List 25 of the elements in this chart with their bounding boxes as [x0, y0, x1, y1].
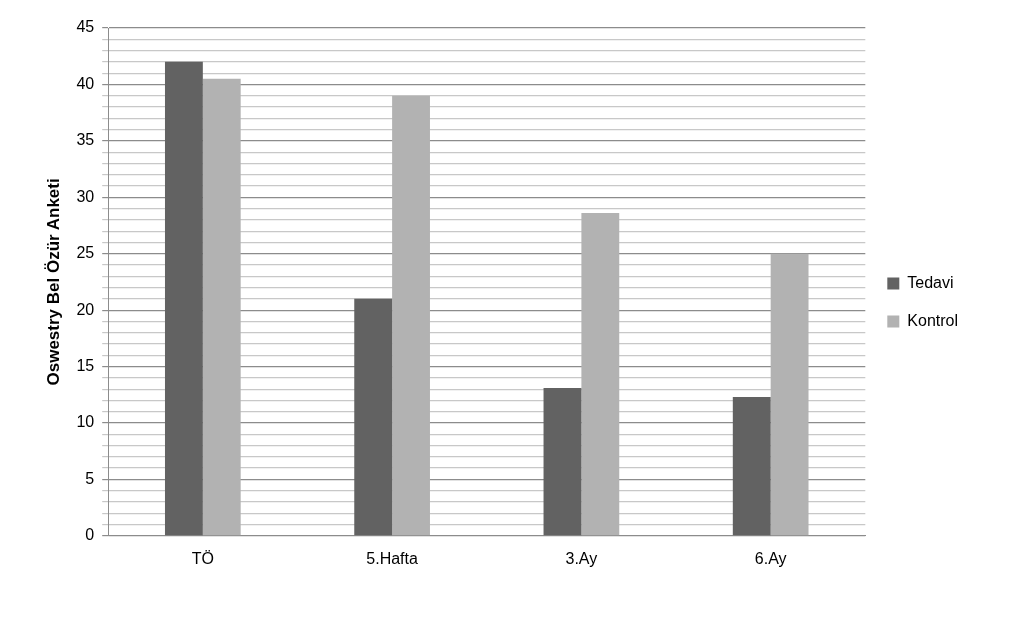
bar	[164, 61, 203, 536]
bar	[543, 387, 582, 536]
x-tick-label: 5.Hafta	[366, 549, 418, 567]
y-tick-label: 0	[85, 526, 95, 544]
y-tick-label: 5	[85, 469, 95, 487]
bar	[354, 298, 393, 536]
y-tick-label: 45	[76, 18, 95, 36]
x-tick-label: TÖ	[191, 549, 214, 567]
bar	[202, 78, 241, 536]
y-tick-label: 25	[76, 244, 95, 262]
y-tick-label: 15	[76, 356, 95, 374]
y-tick-label: 30	[76, 187, 95, 205]
legend-label: Kontrol	[907, 311, 959, 329]
y-tick-label: 35	[76, 131, 95, 149]
y-tick-label: 10	[76, 413, 95, 431]
bar	[732, 397, 771, 536]
legend-label: Tedavi	[907, 273, 954, 291]
y-axis-title: Oswestry Bel Özür Anketi	[43, 178, 63, 386]
x-tick-label: 3.Ay	[565, 549, 598, 567]
bar	[581, 213, 620, 536]
bar	[392, 95, 430, 536]
x-tick-label: 6.Ay	[754, 549, 787, 567]
y-tick-label: 20	[76, 300, 95, 318]
y-tick-label: 40	[76, 74, 95, 92]
bar	[770, 253, 809, 536]
